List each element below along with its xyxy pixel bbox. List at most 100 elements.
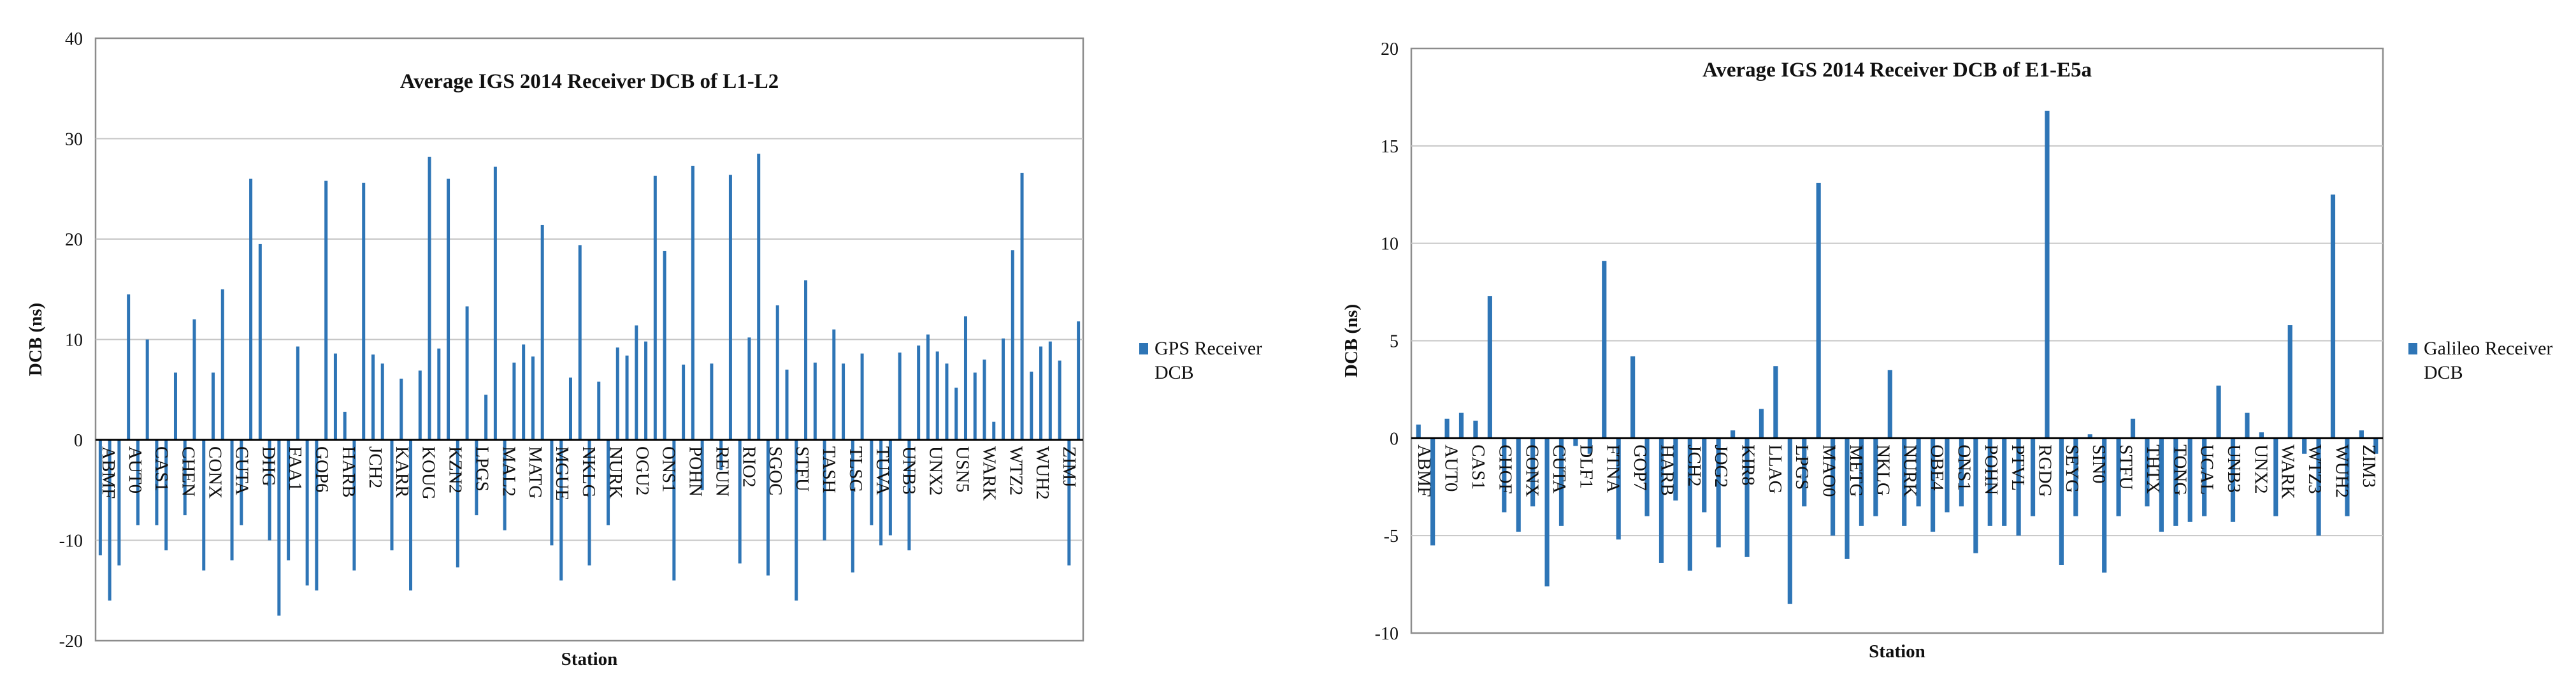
bar [1845, 438, 1850, 559]
bar [1959, 438, 1964, 507]
category-label: CAS1 [1468, 444, 1488, 490]
category-label: POHN [1981, 444, 2001, 495]
bar [1702, 438, 1707, 513]
bar [1048, 341, 1052, 440]
category-label: KARR [392, 446, 412, 498]
category-label: CUTA [231, 446, 252, 495]
bar [917, 345, 921, 440]
category-label: CUTA [1549, 444, 1569, 493]
category-label: REUN [712, 446, 733, 497]
bar [1859, 438, 1864, 526]
category-label: WTZ2 [1005, 446, 1026, 495]
bar [2245, 412, 2250, 439]
bar [823, 440, 826, 541]
bar [775, 305, 779, 440]
bar [719, 440, 723, 470]
bar [2273, 438, 2278, 516]
bar [559, 440, 563, 581]
bar [2359, 430, 2364, 439]
bar [1987, 438, 1992, 526]
category-label: TONG [2169, 444, 2190, 495]
bar [409, 440, 413, 591]
bar [1902, 438, 1907, 526]
category-label: TLSG [845, 446, 866, 493]
bar [2030, 438, 2036, 516]
category-label: TASH [819, 446, 839, 493]
bar [2202, 438, 2207, 516]
category-label: NKLG [1873, 444, 1893, 496]
legend: Galileo Receiver DCB [2408, 338, 2552, 383]
category-label: OGU2 [632, 446, 652, 495]
bar [1058, 360, 1061, 440]
category-label: POHN [686, 446, 706, 497]
bar [258, 244, 262, 441]
bar [568, 377, 572, 440]
bar [615, 347, 619, 440]
bar [484, 395, 488, 441]
category-label: CHEN [178, 446, 199, 497]
bar [428, 156, 431, 440]
bar [2173, 438, 2178, 526]
bar [1659, 438, 1664, 563]
category-label: SIN0 [2089, 444, 2109, 483]
category-label: MAO0 [1819, 444, 1839, 497]
category-label: FTNA [1603, 444, 1623, 493]
bar [954, 388, 958, 440]
bar [117, 440, 121, 565]
bar [2116, 438, 2121, 516]
category-label: NURK [605, 446, 626, 499]
y-axis-label: DCB (ns) [25, 303, 46, 376]
bar [475, 440, 479, 516]
bar [343, 411, 347, 440]
category-label: ABMF [1414, 444, 1434, 497]
bar [2016, 438, 2021, 536]
bar [653, 175, 657, 440]
bar [587, 440, 591, 565]
y-tick-label: 5 [1390, 332, 1399, 352]
bar [1430, 438, 1436, 546]
bar [738, 440, 742, 564]
bar [418, 370, 422, 440]
bar [1020, 173, 1024, 440]
bar [945, 363, 949, 440]
category-label: USN5 [953, 446, 973, 493]
category-label: THTX [2143, 444, 2163, 493]
category-label: CHOF [1495, 444, 1515, 493]
bar [992, 421, 996, 440]
bar [860, 353, 864, 440]
bar [2373, 438, 2378, 454]
category-label: JOG2 [1711, 444, 1731, 488]
bar [522, 344, 526, 441]
bar [1502, 438, 1507, 513]
category-label: WTZ3 [2305, 444, 2325, 493]
category-label: SEYG [2062, 444, 2082, 493]
bar [1930, 438, 1936, 532]
bar [2130, 418, 2136, 439]
bar [1630, 356, 1636, 439]
bar [2287, 325, 2292, 439]
bar [531, 356, 535, 440]
y-tick-label: 0 [74, 431, 83, 451]
y-tick-label: 0 [1390, 429, 1399, 449]
bar [2145, 438, 2150, 507]
bar [1077, 321, 1081, 440]
category-label: PTVL [2008, 444, 2028, 491]
bar [1602, 261, 1607, 439]
bar [1745, 438, 1750, 557]
legend-label: GPS Receiver DCB [1155, 338, 1262, 383]
bar [173, 372, 177, 440]
bar [305, 440, 309, 586]
category-label: GOP7 [1630, 444, 1650, 491]
bar [447, 179, 450, 440]
category-label: TUVA [872, 446, 893, 495]
bar [1011, 250, 1014, 440]
y-tick-label: 20 [1381, 40, 1399, 59]
bar [1916, 438, 1921, 507]
bar [691, 166, 694, 440]
category-label: WARK [2278, 444, 2298, 499]
bar [315, 440, 319, 591]
bar [926, 334, 930, 441]
category-label: DLF1 [1576, 444, 1596, 488]
category-label: JCH2 [365, 446, 385, 488]
category-label: UNX2 [2250, 444, 2271, 493]
